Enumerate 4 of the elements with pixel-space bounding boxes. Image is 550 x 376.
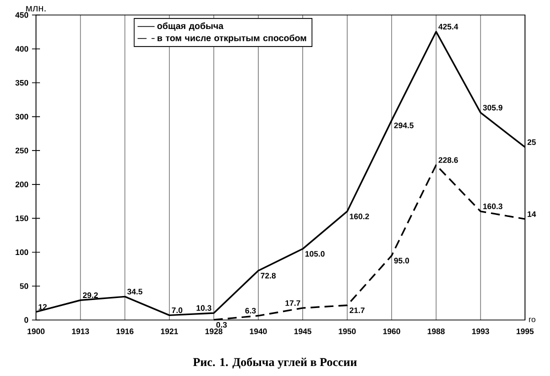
y-axis-title: млн. <box>26 6 46 12</box>
legend-label: в том числе открытым способом <box>158 34 306 43</box>
text: Рис. 1. Добыча углей в России <box>193 357 357 369</box>
legend-label: общая добыча <box>157 22 224 31</box>
